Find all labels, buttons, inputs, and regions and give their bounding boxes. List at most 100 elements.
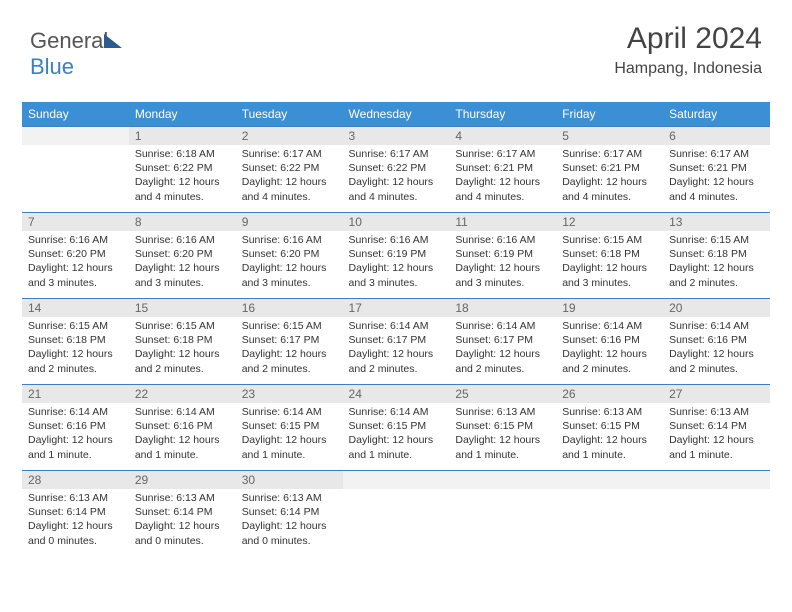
day-details: Sunrise: 6:15 AMSunset: 6:17 PMDaylight:…	[236, 317, 343, 380]
daylight-text: Daylight: 12 hours and 4 minutes.	[135, 175, 230, 203]
calendar-cell: 3Sunrise: 6:17 AMSunset: 6:22 PMDaylight…	[343, 127, 450, 213]
sunrise-text: Sunrise: 6:17 AM	[669, 147, 764, 161]
sunset-text: Sunset: 6:14 PM	[135, 505, 230, 519]
sunset-text: Sunset: 6:18 PM	[28, 333, 123, 347]
day-number	[22, 127, 129, 145]
day-number: 24	[343, 385, 450, 403]
calendar-table: Sunday Monday Tuesday Wednesday Thursday…	[22, 102, 770, 557]
day-details: Sunrise: 6:15 AMSunset: 6:18 PMDaylight:…	[663, 231, 770, 294]
sunset-text: Sunset: 6:16 PM	[135, 419, 230, 433]
sunrise-text: Sunrise: 6:14 AM	[455, 319, 550, 333]
calendar-cell: 16Sunrise: 6:15 AMSunset: 6:17 PMDayligh…	[236, 299, 343, 385]
daylight-text: Daylight: 12 hours and 2 minutes.	[135, 347, 230, 375]
day-details: Sunrise: 6:14 AMSunset: 6:17 PMDaylight:…	[343, 317, 450, 380]
day-number: 14	[22, 299, 129, 317]
day-number: 16	[236, 299, 343, 317]
logo-text-2: Blue	[30, 54, 74, 79]
sunrise-text: Sunrise: 6:17 AM	[562, 147, 657, 161]
day-number: 21	[22, 385, 129, 403]
sunset-text: Sunset: 6:14 PM	[28, 505, 123, 519]
day-details: Sunrise: 6:17 AMSunset: 6:21 PMDaylight:…	[449, 145, 556, 208]
calendar-cell: 12Sunrise: 6:15 AMSunset: 6:18 PMDayligh…	[556, 213, 663, 299]
calendar-cell	[343, 471, 450, 557]
sunset-text: Sunset: 6:22 PM	[135, 161, 230, 175]
day-number	[663, 471, 770, 489]
daylight-text: Daylight: 12 hours and 0 minutes.	[135, 519, 230, 547]
day-details: Sunrise: 6:17 AMSunset: 6:21 PMDaylight:…	[556, 145, 663, 208]
day-number: 17	[343, 299, 450, 317]
daylight-text: Daylight: 12 hours and 1 minute.	[349, 433, 444, 461]
calendar-cell: 2Sunrise: 6:17 AMSunset: 6:22 PMDaylight…	[236, 127, 343, 213]
day-number: 15	[129, 299, 236, 317]
day-details: Sunrise: 6:17 AMSunset: 6:22 PMDaylight:…	[236, 145, 343, 208]
month-title: April 2024	[614, 22, 762, 56]
calendar-cell	[22, 127, 129, 213]
daylight-text: Daylight: 12 hours and 1 minute.	[669, 433, 764, 461]
day-number: 28	[22, 471, 129, 489]
calendar-cell: 10Sunrise: 6:16 AMSunset: 6:19 PMDayligh…	[343, 213, 450, 299]
day-details: Sunrise: 6:13 AMSunset: 6:14 PMDaylight:…	[22, 489, 129, 552]
sunrise-text: Sunrise: 6:13 AM	[135, 491, 230, 505]
sunrise-text: Sunrise: 6:14 AM	[562, 319, 657, 333]
day-details: Sunrise: 6:14 AMSunset: 6:16 PMDaylight:…	[129, 403, 236, 466]
calendar-row: 28Sunrise: 6:13 AMSunset: 6:14 PMDayligh…	[22, 471, 770, 557]
daylight-text: Daylight: 12 hours and 4 minutes.	[242, 175, 337, 203]
weekday-header: Friday	[556, 102, 663, 127]
sunset-text: Sunset: 6:17 PM	[455, 333, 550, 347]
sunrise-text: Sunrise: 6:16 AM	[455, 233, 550, 247]
weekday-header: Saturday	[663, 102, 770, 127]
day-details: Sunrise: 6:15 AMSunset: 6:18 PMDaylight:…	[556, 231, 663, 294]
weekday-header: Tuesday	[236, 102, 343, 127]
weekday-header: Monday	[129, 102, 236, 127]
sunrise-text: Sunrise: 6:14 AM	[28, 405, 123, 419]
daylight-text: Daylight: 12 hours and 1 minute.	[455, 433, 550, 461]
logo: General Blue	[30, 28, 122, 80]
sunset-text: Sunset: 6:16 PM	[28, 419, 123, 433]
day-number: 3	[343, 127, 450, 145]
sunrise-text: Sunrise: 6:17 AM	[455, 147, 550, 161]
day-number: 29	[129, 471, 236, 489]
daylight-text: Daylight: 12 hours and 3 minutes.	[349, 261, 444, 289]
sunrise-text: Sunrise: 6:17 AM	[349, 147, 444, 161]
calendar-cell: 9Sunrise: 6:16 AMSunset: 6:20 PMDaylight…	[236, 213, 343, 299]
sunrise-text: Sunrise: 6:17 AM	[242, 147, 337, 161]
sunset-text: Sunset: 6:17 PM	[349, 333, 444, 347]
sunrise-text: Sunrise: 6:14 AM	[135, 405, 230, 419]
day-details: Sunrise: 6:16 AMSunset: 6:20 PMDaylight:…	[22, 231, 129, 294]
day-number: 18	[449, 299, 556, 317]
daylight-text: Daylight: 12 hours and 4 minutes.	[562, 175, 657, 203]
sunset-text: Sunset: 6:16 PM	[562, 333, 657, 347]
calendar-cell: 23Sunrise: 6:14 AMSunset: 6:15 PMDayligh…	[236, 385, 343, 471]
sunrise-text: Sunrise: 6:15 AM	[669, 233, 764, 247]
daylight-text: Daylight: 12 hours and 4 minutes.	[669, 175, 764, 203]
day-number: 10	[343, 213, 450, 231]
page-header: April 2024 Hampang, Indonesia	[614, 22, 762, 78]
sunset-text: Sunset: 6:19 PM	[455, 247, 550, 261]
calendar-cell: 17Sunrise: 6:14 AMSunset: 6:17 PMDayligh…	[343, 299, 450, 385]
day-details	[22, 145, 129, 151]
day-number	[556, 471, 663, 489]
sunset-text: Sunset: 6:18 PM	[135, 333, 230, 347]
day-details: Sunrise: 6:18 AMSunset: 6:22 PMDaylight:…	[129, 145, 236, 208]
calendar-cell	[449, 471, 556, 557]
sunset-text: Sunset: 6:20 PM	[242, 247, 337, 261]
daylight-text: Daylight: 12 hours and 1 minute.	[135, 433, 230, 461]
day-number: 26	[556, 385, 663, 403]
weekday-header: Wednesday	[343, 102, 450, 127]
sunrise-text: Sunrise: 6:15 AM	[28, 319, 123, 333]
logo-text-1: General	[30, 28, 108, 53]
calendar-cell: 22Sunrise: 6:14 AMSunset: 6:16 PMDayligh…	[129, 385, 236, 471]
daylight-text: Daylight: 12 hours and 2 minutes.	[562, 347, 657, 375]
day-number	[343, 471, 450, 489]
daylight-text: Daylight: 12 hours and 4 minutes.	[455, 175, 550, 203]
sunrise-text: Sunrise: 6:18 AM	[135, 147, 230, 161]
sunset-text: Sunset: 6:14 PM	[669, 419, 764, 433]
day-details: Sunrise: 6:16 AMSunset: 6:19 PMDaylight:…	[343, 231, 450, 294]
calendar-row: 7Sunrise: 6:16 AMSunset: 6:20 PMDaylight…	[22, 213, 770, 299]
calendar-cell: 18 Sunrise: 6:14 AMSunset: 6:17 PMDayligh…	[449, 299, 556, 385]
calendar-cell: 11Sunrise: 6:16 AMSunset: 6:19 PMDayligh…	[449, 213, 556, 299]
daylight-text: Daylight: 12 hours and 2 minutes.	[455, 347, 550, 375]
day-details: Sunrise: 6:14 AMSunset: 6:15 PMDaylight:…	[343, 403, 450, 466]
day-details	[663, 489, 770, 495]
daylight-text: Daylight: 12 hours and 3 minutes.	[562, 261, 657, 289]
